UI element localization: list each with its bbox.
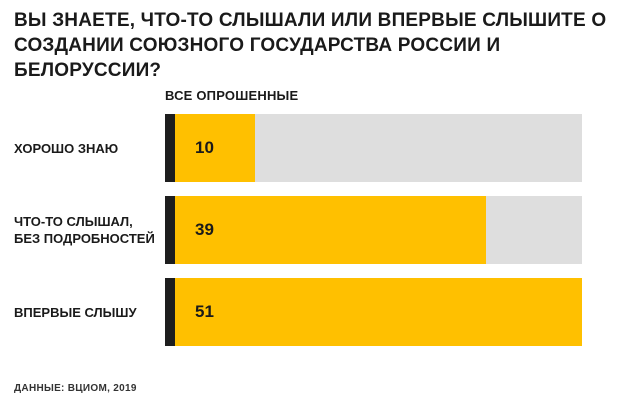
bar-row: ЧТО-ТО СЛЫШАЛ, БЕЗ ПОДРОБНОСТЕЙ 39 bbox=[0, 196, 620, 264]
source-note: ДАННЫЕ: ВЦИОМ, 2019 bbox=[14, 383, 137, 394]
category-label: ВПЕРВЫЕ СЛЫШУ bbox=[14, 304, 137, 320]
category-label: ЧТО-ТО СЛЫШАЛ, БЕЗ ПОДРОБНОСТЕЙ bbox=[14, 214, 155, 246]
bar bbox=[175, 114, 255, 182]
bar-value-label: 10 bbox=[195, 138, 214, 157]
bar-value-label: 51 bbox=[195, 302, 214, 321]
bar bbox=[175, 278, 582, 346]
bar-track: 10 bbox=[165, 114, 582, 182]
bar-row: ХОРОШО ЗНАЮ 10 bbox=[0, 114, 620, 182]
bar bbox=[175, 196, 487, 264]
chart-title: ВЫ ЗНАЕТЕ, ЧТО-ТО СЛЫШАЛИ ИЛИ ВПЕРВЫЕ СЛ… bbox=[14, 10, 607, 81]
bar-cap bbox=[165, 196, 175, 264]
bar-cap bbox=[165, 114, 175, 182]
bar-track: 39 bbox=[165, 196, 582, 264]
bar-track: 51 bbox=[165, 278, 582, 346]
bar-row: ВПЕРВЫЕ СЛЫШУ 51 bbox=[0, 278, 620, 346]
bar-value-label: 39 bbox=[195, 220, 214, 239]
column-header: ВСЕ ОПРОШЕННЫЕ bbox=[165, 88, 299, 103]
bar-cap bbox=[165, 278, 175, 346]
category-label: ХОРОШО ЗНАЮ bbox=[14, 140, 119, 156]
